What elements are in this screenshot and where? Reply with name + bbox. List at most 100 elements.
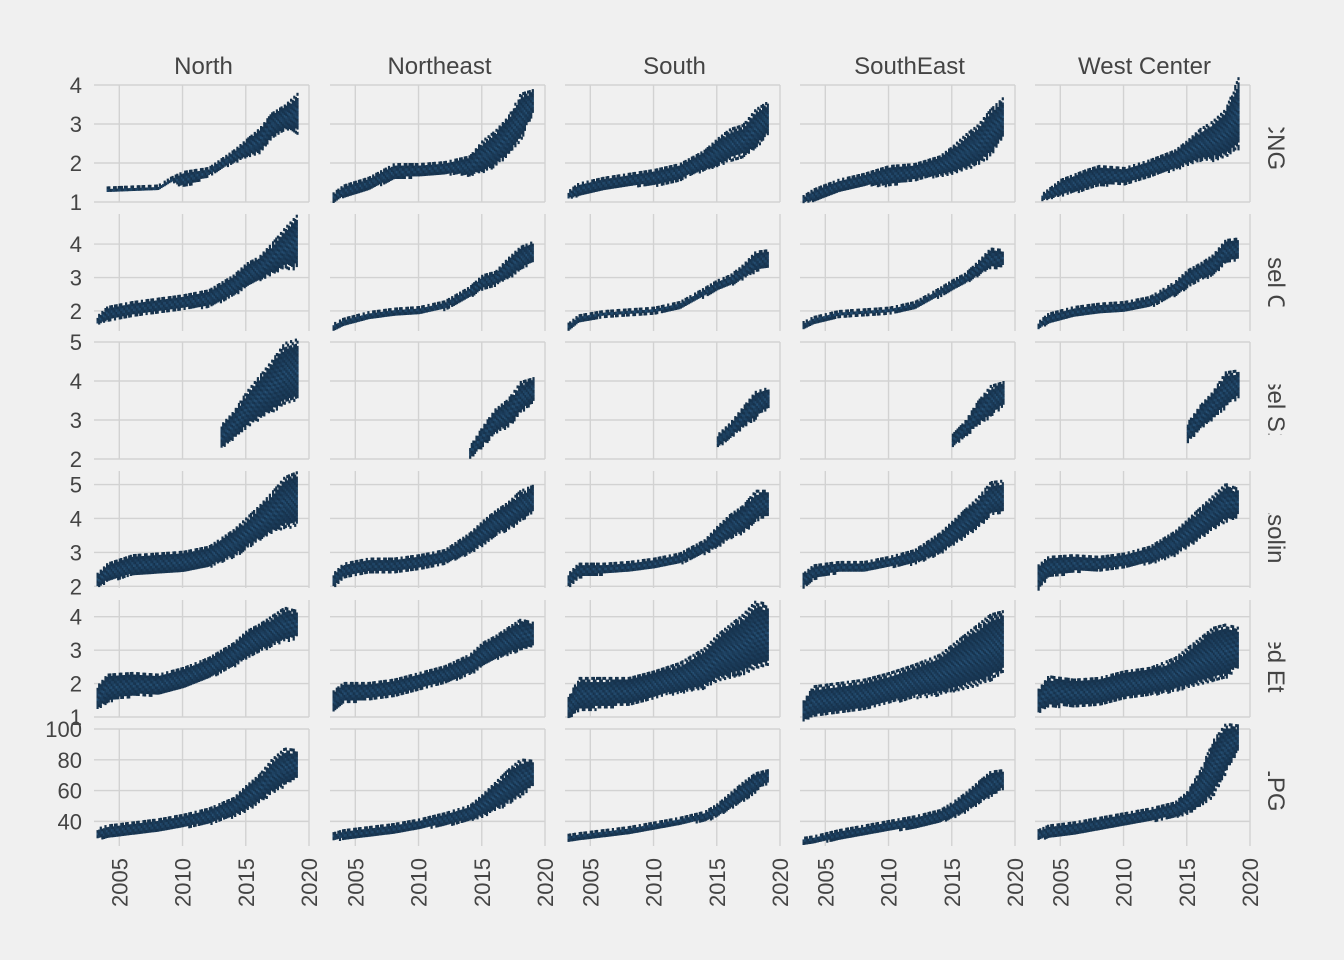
heat-tile [293,108,296,112]
heat-tile [728,141,731,145]
heat-tile [408,176,411,179]
heat-tile [495,141,498,145]
heat-tile [619,181,622,185]
heat-tile [567,195,570,199]
heat-tile [730,153,733,157]
heat-tile [569,189,572,193]
heat-tile [267,116,271,120]
heat-tile [501,142,504,146]
heat-tile [722,148,725,152]
heat-tile [230,156,233,160]
heat-tile [337,191,340,195]
heat-tile [414,170,417,174]
heat-tile [466,173,470,177]
heat-tile [722,151,725,155]
heat-tile [995,144,998,148]
heat-tile [357,190,360,194]
heat-tile [408,173,411,177]
heat-tile [495,154,498,158]
heat-tile [700,156,703,160]
heat-tile [569,191,572,195]
heat-tile [500,134,503,138]
heat-tile [662,169,665,173]
heat-tile [697,163,700,167]
heat-tile [479,150,482,154]
heat-tile [757,112,760,115]
heat-tile [290,98,293,102]
heat-tile [490,161,493,165]
heat-tile [531,109,534,113]
heat-tile [743,148,746,152]
heat-tile [671,167,675,171]
heat-tile [686,166,689,170]
heat-tile [1237,98,1240,101]
heat-tile [515,115,519,119]
heat-tile [498,146,501,150]
heat-tile [234,155,237,159]
heat-tile [519,99,522,103]
heat-tile [485,139,489,142]
heat-tile [228,155,231,159]
heat-tile [739,135,742,139]
heat-tile [152,187,155,191]
heat-tile [466,160,470,164]
heat-tile [405,173,408,177]
heat-tile [484,166,487,170]
heat-tile [735,149,738,153]
heat-tile [438,166,441,170]
heat-tile [438,164,441,168]
heat-tile [342,195,345,199]
heat-tile [274,113,277,116]
heat-tile [378,178,381,182]
heat-tile [648,169,651,173]
heat-tile [436,172,440,175]
heat-tile [261,142,264,146]
heat-tile [580,189,583,193]
heat-tile [190,172,193,176]
heat-tile [436,164,440,168]
heat-tile [473,170,476,174]
heat-tile [1229,148,1232,152]
heat-tile [581,191,584,195]
heat-tile [260,144,263,148]
heat-tile [627,172,630,176]
heat-tile [454,171,457,175]
heat-tile [992,150,995,154]
heat-tile [619,176,622,180]
heat-tile [592,189,595,193]
heat-tile [681,172,684,175]
heat-tile [747,130,750,133]
heat-tile [528,118,531,122]
heat-tile [511,113,514,117]
heat-tile [277,129,280,133]
heat-tile [690,164,693,168]
heat-tile [253,134,256,138]
heat-tile [583,183,586,187]
heat-tile [750,133,754,137]
heat-tile [361,184,364,187]
heat-tile [291,128,294,132]
heat-tile [586,185,589,189]
heat-tile [392,176,395,180]
heat-tile [747,122,750,126]
heat-tile [713,156,716,160]
heat-tile [242,141,245,145]
heat-tile [627,183,630,187]
heat-tile [463,172,466,175]
heat-tile [760,120,763,124]
heat-tile [506,137,509,141]
heat-tile [204,172,207,176]
heat-tile [184,183,187,187]
heat-tile [735,139,738,143]
heat-tile [611,177,614,181]
heat-tile [176,178,179,182]
heat-tile [514,118,517,122]
heat-tile [277,111,280,114]
heat-tile [525,109,528,113]
heat-tile [504,142,507,145]
heat-tile [133,188,136,191]
heat-tile [267,129,271,133]
heat-tile [220,163,223,167]
heat-tile [452,172,455,175]
heat-tile [269,132,272,136]
